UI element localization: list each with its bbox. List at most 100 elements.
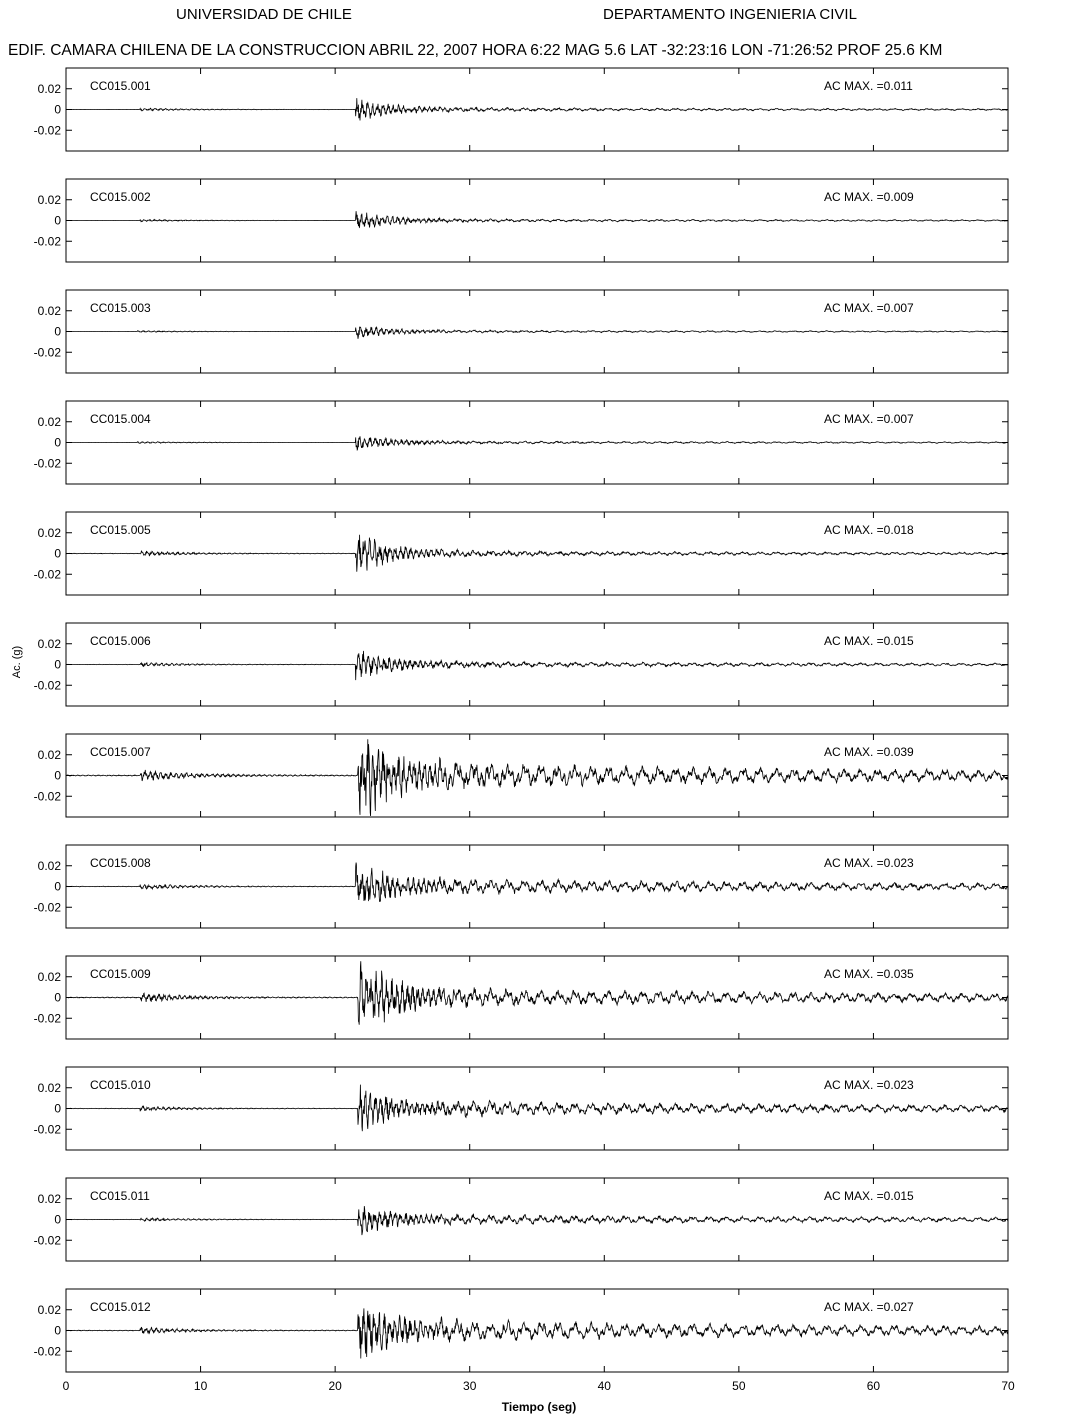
channel-panel: 0.02 0 -0.02 CC015.001 AC MAX. =0.011 <box>34 67 1009 152</box>
y-tick-label: 0.02 <box>38 748 62 762</box>
y-tick-label: 0 <box>54 103 61 117</box>
peak-acceleration: AC MAX. =0.023 <box>824 1078 914 1092</box>
channel-panel: 0.02 0 -0.02 CC015.007 AC MAX. =0.039 <box>34 733 1009 818</box>
channel-name: CC015.008 <box>90 856 151 870</box>
channel-name: CC015.004 <box>90 412 151 426</box>
peak-acceleration: AC MAX. =0.027 <box>824 1300 914 1314</box>
y-tick-label: -0.02 <box>34 1011 62 1025</box>
y-tick-label: 0 <box>54 436 61 450</box>
y-tick-label: -0.02 <box>34 123 62 137</box>
channel-panel: 0.02 0 -0.02 CC015.005 AC MAX. =0.018 <box>34 511 1009 596</box>
channel-name: CC015.010 <box>90 1078 151 1092</box>
peak-acceleration: AC MAX. =0.018 <box>824 523 914 537</box>
y-tick-label: 0 <box>54 1102 61 1116</box>
y-axis-label: Ac. (g) <box>11 646 23 678</box>
peak-acceleration: AC MAX. =0.035 <box>824 967 914 981</box>
y-tick-label: 0.02 <box>38 1192 62 1206</box>
channel-name: CC015.007 <box>90 745 151 759</box>
peak-acceleration: AC MAX. =0.023 <box>824 856 914 870</box>
y-tick-label: 0.02 <box>38 82 62 96</box>
channel-name: CC015.009 <box>90 967 151 981</box>
channel-name: CC015.002 <box>90 190 151 204</box>
acceleration-trace <box>65 862 1009 902</box>
y-tick-label: -0.02 <box>34 456 62 470</box>
x-tick-label: 40 <box>598 1379 612 1393</box>
y-tick-label: 0 <box>54 769 61 783</box>
channel-name: CC015.003 <box>90 301 151 315</box>
channel-name: CC015.012 <box>90 1300 151 1314</box>
y-tick-label: 0.02 <box>38 859 62 873</box>
peak-acceleration: AC MAX. =0.009 <box>824 190 914 204</box>
header-department: DEPARTAMENTO INGENIERIA CIVIL <box>603 6 857 23</box>
peak-acceleration: AC MAX. =0.015 <box>824 1189 914 1203</box>
channel-panel: 0.02 0 -0.02 CC015.008 AC MAX. =0.023 <box>34 844 1009 929</box>
y-tick-label: 0.02 <box>38 637 62 651</box>
channel-panel: 0.02 0 -0.02 CC015.011 AC MAX. =0.015 <box>34 1177 1009 1262</box>
peak-acceleration: AC MAX. =0.011 <box>824 79 913 93</box>
acceleration-trace <box>66 1084 1009 1132</box>
acceleration-trace <box>66 436 1009 452</box>
channel-name: CC015.011 <box>90 1189 150 1203</box>
y-tick-label: 0.02 <box>38 970 62 984</box>
y-tick-label: 0.02 <box>38 526 62 540</box>
acceleration-trace <box>65 961 1009 1025</box>
x-tick-label: 50 <box>732 1379 746 1393</box>
acceleration-trace <box>65 534 1009 572</box>
y-tick-label: 0.02 <box>38 304 62 318</box>
y-tick-label: 0.02 <box>38 1081 62 1095</box>
y-tick-label: 0 <box>54 214 61 228</box>
x-tick-label: 70 <box>1001 1379 1015 1393</box>
x-axis-label: Tiempo (seg) <box>502 1400 576 1414</box>
x-tick-label: 20 <box>328 1379 342 1393</box>
y-tick-label: -0.02 <box>34 789 62 803</box>
acceleration-trace <box>66 1308 1009 1359</box>
channel-panels: 0.02 0 -0.02 CC015.001 AC MAX. =0.011 0.02 0 -0… <box>34 67 1009 1373</box>
acceleration-trace <box>65 211 1009 229</box>
y-tick-label: 0.02 <box>38 415 62 429</box>
channel-panel: 0.02 0 -0.02 CC015.006 AC MAX. =0.015 <box>34 622 1009 707</box>
peak-acceleration: AC MAX. =0.039 <box>824 745 914 759</box>
y-tick-label: -0.02 <box>34 1122 62 1136</box>
header-institution: UNIVERSIDAD DE CHILE <box>176 6 352 23</box>
x-tick-label: 30 <box>463 1379 477 1393</box>
x-tick-label: 10 <box>194 1379 208 1393</box>
y-tick-label: -0.02 <box>34 1233 62 1247</box>
acceleration-trace <box>65 325 1008 339</box>
y-tick-label: -0.02 <box>34 1344 62 1358</box>
y-tick-label: 0 <box>54 991 61 1005</box>
y-tick-label: -0.02 <box>34 678 62 692</box>
y-tick-label: 0 <box>54 1213 61 1227</box>
peak-acceleration: AC MAX. =0.007 <box>824 412 914 426</box>
time-axis: 0 10 20 30 40 50 60 70 <box>63 1379 1015 1393</box>
y-tick-label: 0 <box>54 325 61 339</box>
y-tick-label: 0 <box>54 1324 61 1338</box>
channel-panel: 0.02 0 -0.02 CC015.002 AC MAX. =0.009 <box>34 178 1009 263</box>
acceleration-trace <box>66 98 1009 121</box>
y-tick-label: 0.02 <box>38 1303 62 1317</box>
channel-name: CC015.006 <box>90 634 151 648</box>
channel-panel: 0.02 0 -0.02 CC015.009 AC MAX. =0.035 <box>34 955 1009 1040</box>
y-tick-label: 0.02 <box>38 193 62 207</box>
y-tick-label: -0.02 <box>34 345 62 359</box>
channel-panel: 0.02 0 -0.02 CC015.004 AC MAX. =0.007 <box>34 400 1009 485</box>
y-tick-label: -0.02 <box>34 234 62 248</box>
channel-name: CC015.001 <box>90 79 151 93</box>
y-tick-label: 0 <box>54 880 61 894</box>
channel-panel: 0.02 0 -0.02 CC015.010 AC MAX. =0.023 <box>34 1066 1009 1151</box>
x-tick-label: 60 <box>867 1379 881 1393</box>
acceleration-trace <box>65 739 1009 817</box>
event-description: EDIF. CAMARA CHILENA DE LA CONSTRUCCION … <box>8 42 943 59</box>
x-tick-label: 0 <box>63 1379 70 1393</box>
peak-acceleration: AC MAX. =0.007 <box>824 301 914 315</box>
y-tick-label: -0.02 <box>34 900 62 914</box>
acceleration-trace <box>65 1206 1009 1236</box>
channel-panel: 0.02 0 -0.02 CC015.003 AC MAX. =0.007 <box>34 289 1009 374</box>
acceleration-trace <box>65 650 1009 681</box>
y-tick-label: 0 <box>54 658 61 672</box>
channel-panel: 0.02 0 -0.02 CC015.012 AC MAX. =0.027 <box>34 1288 1009 1373</box>
y-tick-label: 0 <box>54 547 61 561</box>
peak-acceleration: AC MAX. =0.015 <box>824 634 914 648</box>
channel-name: CC015.005 <box>90 523 151 537</box>
y-tick-label: -0.02 <box>34 567 62 581</box>
